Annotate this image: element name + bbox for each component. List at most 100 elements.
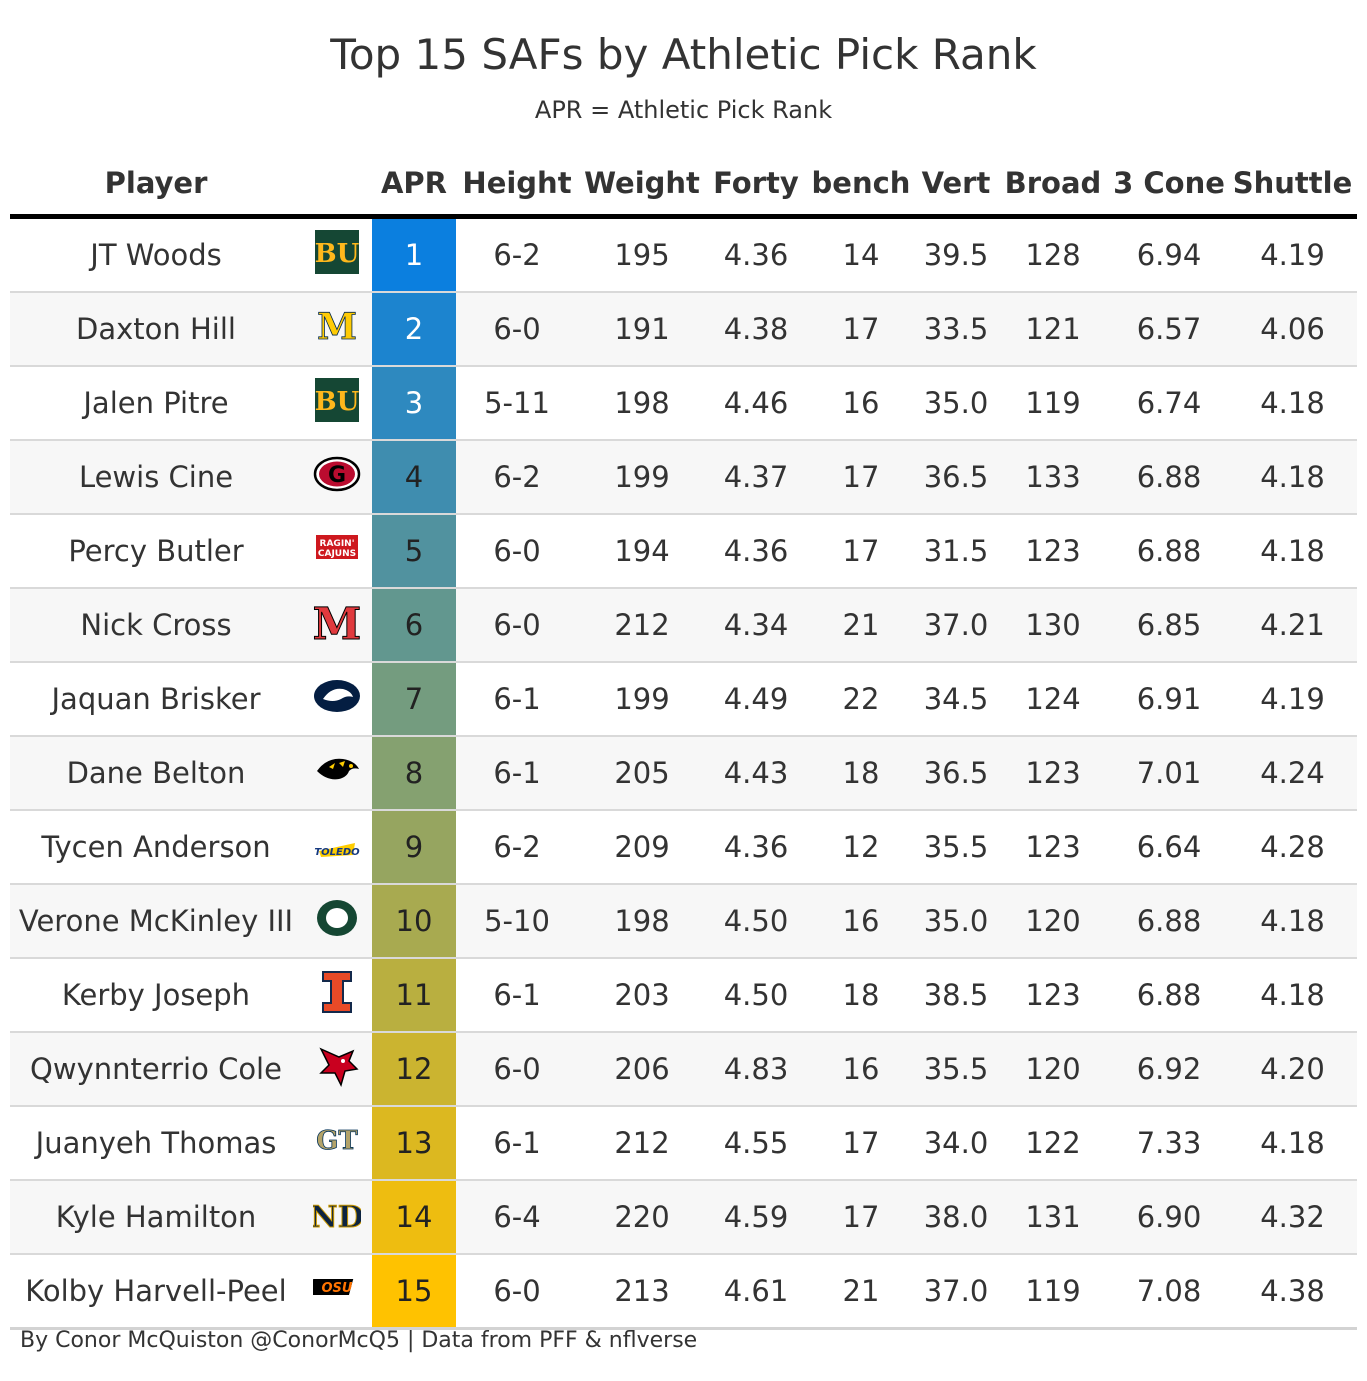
stat-forty: 4.38 <box>706 292 806 367</box>
stat-shuttle: 4.38 <box>1228 1254 1357 1330</box>
player-name: Juanyeh Thomas <box>10 1106 302 1181</box>
stat-weight: 205 <box>578 736 706 811</box>
stat-bench: 21 <box>806 1254 916 1330</box>
stat-forty: 4.37 <box>706 440 806 515</box>
table-row: Verone McKinley III 10 5-10 198 4.50 16 35.0 12… <box>10 884 1357 959</box>
stat-vert: 36.5 <box>916 736 996 811</box>
stat-cone: 6.74 <box>1110 366 1228 441</box>
stat-forty: 4.36 <box>706 810 806 885</box>
stat-cone: 6.91 <box>1110 662 1228 737</box>
stat-shuttle: 4.19 <box>1228 662 1357 737</box>
stat-cone: 6.88 <box>1110 440 1228 515</box>
baylor-logo: BU <box>313 377 361 430</box>
school-logo-cell: G <box>302 440 372 515</box>
apr-value: 2 <box>372 292 456 367</box>
stat-height: 6-4 <box>456 1180 578 1255</box>
stat-shuttle: 4.24 <box>1228 736 1357 811</box>
stat-vert: 34.0 <box>916 1106 996 1181</box>
stat-weight: 206 <box>578 1032 706 1107</box>
player-name: JT Woods <box>10 216 302 293</box>
stat-vert: 31.5 <box>916 514 996 589</box>
stat-bench: 18 <box>806 736 916 811</box>
school-logo-cell: M <box>302 588 372 663</box>
stat-shuttle: 4.28 <box>1228 810 1357 885</box>
col-header-shuttle: Shuttle <box>1228 152 1357 219</box>
stat-broad: 130 <box>996 588 1110 663</box>
stat-weight: 203 <box>578 958 706 1033</box>
player-name: Kerby Joseph <box>10 958 302 1033</box>
table-row: Jaquan Brisker 7 6-1 199 4.49 22 34.5 124 6.91 4.… <box>10 662 1357 737</box>
stat-height: 6-1 <box>456 662 578 737</box>
stat-forty: 4.59 <box>706 1180 806 1255</box>
stat-forty: 4.43 <box>706 736 806 811</box>
school-logo-cell: GT <box>302 1106 372 1181</box>
table-row: Daxton Hill M 2 6-0 191 4.38 17 33.5 121 6.57 4.06 <box>10 292 1357 367</box>
stat-cone: 6.88 <box>1110 514 1228 589</box>
svg-text:BU: BU <box>315 239 360 269</box>
apr-value: 14 <box>372 1180 456 1255</box>
stat-forty: 4.49 <box>706 662 806 737</box>
svg-text:RAGIN': RAGIN' <box>320 539 355 549</box>
penn-state-logo <box>313 673 361 726</box>
col-header-player: Player <box>10 152 302 219</box>
stat-broad: 122 <box>996 1106 1110 1181</box>
stat-cone: 6.85 <box>1110 588 1228 663</box>
oklahoma-state-logo: OSU <box>308 1265 361 1318</box>
apr-value: 8 <box>372 736 456 811</box>
stat-shuttle: 4.32 <box>1228 1180 1357 1255</box>
table-row: Nick Cross M 6 6-0 212 4.34 21 37.0 130 6.85 4.21 <box>10 588 1357 663</box>
stat-vert: 39.5 <box>916 216 996 293</box>
svg-text:BU: BU <box>315 387 360 417</box>
apr-value: 12 <box>372 1032 456 1107</box>
player-name: Dane Belton <box>10 736 302 811</box>
col-header-apr: APR <box>372 152 456 219</box>
stat-vert: 34.5 <box>916 662 996 737</box>
player-name: Kolby Harvell-Peel <box>10 1254 302 1330</box>
apr-value: 3 <box>372 366 456 441</box>
school-logo-cell <box>302 736 372 811</box>
stat-bench: 17 <box>806 514 916 589</box>
stat-cone: 6.90 <box>1110 1180 1228 1255</box>
stat-bench: 16 <box>806 1032 916 1107</box>
stat-shuttle: 4.18 <box>1228 514 1357 589</box>
player-name: Qwynnterrio Cole <box>10 1032 302 1107</box>
apr-value: 15 <box>372 1254 456 1330</box>
table-row: Kolby Harvell-Peel OSU 15 6-0 213 4.61 21 37.0 1… <box>10 1254 1357 1330</box>
toledo-logo: TOLEDO <box>313 821 361 874</box>
player-name: Jalen Pitre <box>10 366 302 441</box>
stat-shuttle: 4.18 <box>1228 366 1357 441</box>
stat-vert: 35.0 <box>916 366 996 441</box>
col-header-broad: Broad <box>996 152 1110 219</box>
stat-forty: 4.36 <box>706 216 806 293</box>
school-logo-cell: BU <box>302 366 372 441</box>
stat-height: 6-0 <box>456 514 578 589</box>
stat-cone: 6.94 <box>1110 216 1228 293</box>
apr-value: 9 <box>372 810 456 885</box>
school-logo-cell: TOLEDO <box>302 810 372 885</box>
stat-weight: 194 <box>578 514 706 589</box>
stat-weight: 213 <box>578 1254 706 1330</box>
stat-cone: 6.64 <box>1110 810 1228 885</box>
stat-bench: 16 <box>806 366 916 441</box>
school-logo-cell <box>302 884 372 959</box>
maryland-logo: M <box>312 598 362 652</box>
table-row: Percy Butler RAGIN' CAJUNS 5 6-0 194 4.36 17 31.… <box>10 514 1357 589</box>
apr-value: 10 <box>372 884 456 959</box>
stat-weight: 195 <box>578 216 706 293</box>
stat-forty: 4.83 <box>706 1032 806 1107</box>
stat-vert: 38.0 <box>916 1180 996 1255</box>
stat-broad: 120 <box>996 1032 1110 1107</box>
stat-bench: 18 <box>806 958 916 1033</box>
svg-text:OSU: OSU <box>322 1281 353 1296</box>
stat-bench: 22 <box>806 662 916 737</box>
stat-cone: 6.57 <box>1110 292 1228 367</box>
school-logo-cell: RAGIN' CAJUNS <box>302 514 372 589</box>
stat-vert: 35.5 <box>916 810 996 885</box>
stat-weight: 191 <box>578 292 706 367</box>
table-row: Kyle Hamilton ND 14 6-4 220 4.59 17 38.0 131 6.90… <box>10 1180 1357 1255</box>
stat-vert: 37.0 <box>916 588 996 663</box>
stat-bench: 17 <box>806 440 916 515</box>
header-row: Player APR Height Weight Forty bench Ver… <box>10 152 1357 219</box>
stat-shuttle: 4.21 <box>1228 588 1357 663</box>
table-row: Tycen Anderson TOLEDO 9 6-2 209 4.36 12 35.5 123… <box>10 810 1357 885</box>
